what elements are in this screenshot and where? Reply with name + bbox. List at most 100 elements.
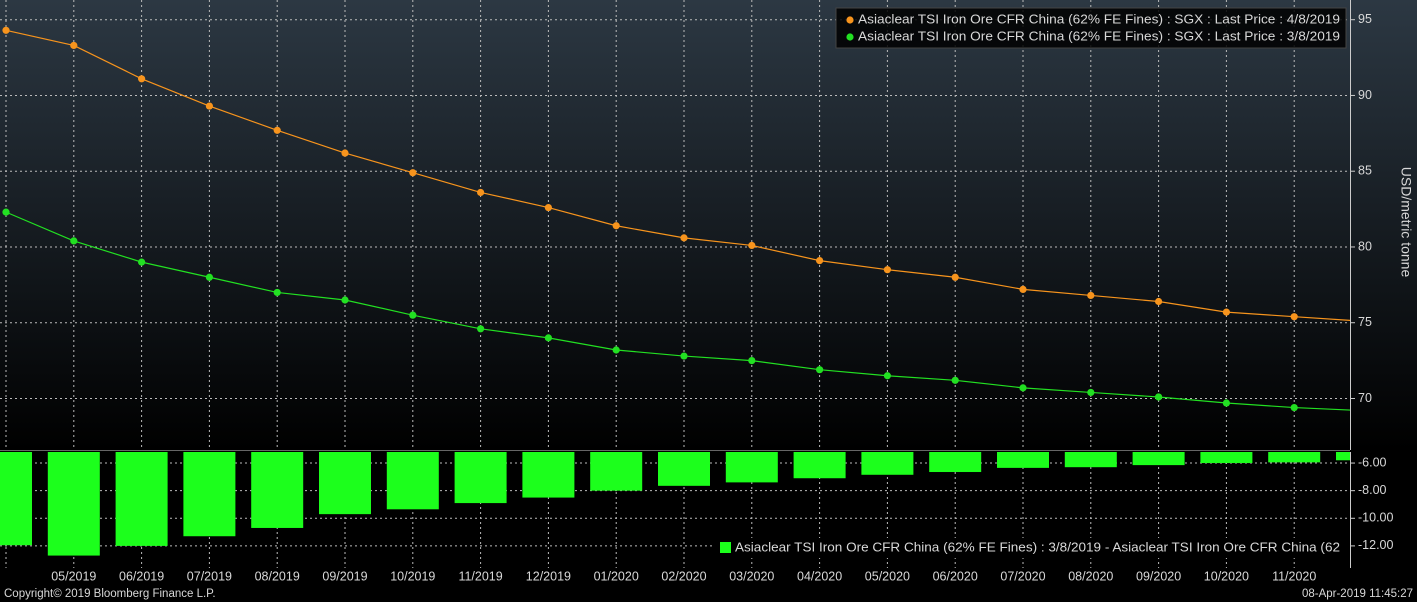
point: [544, 334, 553, 342]
y-tick-label: 75: [1358, 315, 1372, 329]
y-tick-label: -6.00: [1358, 455, 1387, 469]
y-tick-label: 70: [1358, 391, 1372, 405]
bar: [115, 452, 168, 546]
point: [205, 273, 213, 281]
point: [341, 296, 349, 304]
x-tick-label: 08/2020: [1068, 569, 1113, 583]
point: [680, 234, 688, 242]
axes: 70 75 80 85 90 95 -6.00 -8.00 -10.00 -12.00 05/201…: [51, 0, 1393, 583]
point: [1222, 399, 1230, 407]
y-tick-label: 95: [1358, 12, 1372, 26]
bar: [793, 452, 846, 479]
bar: [1132, 452, 1185, 466]
bar: [658, 452, 710, 486]
x-tick-label: 11/2019: [458, 569, 502, 583]
y-axis-label: USD/metric tonne: [1398, 167, 1414, 278]
point: [409, 169, 417, 177]
x-tick-label: 05/2019: [51, 569, 96, 583]
point: [205, 102, 213, 110]
y-tick-label: -10.00: [1358, 511, 1393, 525]
bar: [251, 452, 304, 528]
bar: [590, 452, 643, 491]
legend-label: Asiaclear TSI Iron Ore CFR China (62% FE…: [858, 29, 1340, 43]
y-tick-label: 85: [1358, 164, 1372, 178]
point: [816, 257, 824, 265]
legend-marker: [846, 16, 854, 24]
point: [1019, 384, 1027, 392]
x-tick-label: 10/2019: [390, 569, 435, 583]
bar: [522, 452, 575, 498]
point: [951, 273, 959, 281]
bar: [1200, 452, 1253, 464]
timestamp: 08-Apr-2019 11:45:27: [1302, 588, 1413, 600]
y-tick-label: -12.00: [1358, 538, 1393, 552]
point: [1087, 388, 1095, 397]
point: [612, 222, 620, 230]
point: [477, 188, 485, 197]
point: [70, 237, 78, 245]
x-tick-label: 08/2019: [255, 569, 300, 583]
point: [70, 41, 78, 50]
point: [1155, 297, 1163, 306]
point: [612, 346, 620, 354]
bar: [454, 452, 507, 504]
point: [1290, 403, 1298, 412]
bar: [1064, 452, 1117, 468]
point: [138, 258, 146, 266]
legend-label: Asiaclear TSI Iron Ore CFR China (62% FE…: [858, 12, 1340, 26]
bar: [929, 452, 982, 473]
legend: Asiaclear TSI Iron Ore CFR China (62% FE…: [835, 7, 1347, 49]
x-tick-label: 12/2019: [526, 569, 571, 583]
x-tick-label: 01/2020: [594, 569, 639, 583]
bar: [1268, 452, 1321, 463]
legend-box: [714, 538, 1350, 558]
legend-box: [835, 7, 1347, 49]
bottom-plot: [0, 452, 1350, 568]
point: [273, 288, 281, 297]
point: [1087, 291, 1095, 300]
bar: [861, 452, 914, 475]
x-tick-label: 03/2020: [729, 569, 774, 583]
x-tick-label: 07/2019: [187, 569, 232, 583]
point: [477, 325, 485, 333]
x-tick-label: 05/2020: [865, 569, 910, 583]
point: [273, 126, 281, 134]
bar: [725, 452, 778, 483]
x-tick-label: 04/2020: [797, 569, 842, 583]
point: [680, 352, 688, 360]
bar: [997, 452, 1049, 468]
bar: [183, 452, 236, 537]
y-tick-label: 80: [1358, 239, 1372, 253]
point: [409, 311, 417, 319]
point: [1019, 285, 1027, 293]
legend-marker: [846, 33, 854, 41]
point: [138, 75, 146, 83]
x-tick-label: 02/2020: [661, 569, 706, 583]
y-tick-label: 90: [1358, 88, 1372, 102]
y-tick-label: -8.00: [1358, 483, 1387, 497]
x-tick-label: 11/2020: [1272, 569, 1316, 583]
x-tick-label: 10/2020: [1204, 569, 1249, 583]
point: [341, 149, 349, 157]
point: [1222, 308, 1230, 316]
legend-label: Asiaclear TSI Iron Ore CFR China (62% FE…: [735, 540, 1340, 554]
point: [748, 241, 756, 250]
x-tick-label: 09/2020: [1136, 569, 1181, 583]
point: [951, 376, 959, 384]
bar: [47, 452, 100, 556]
legend-marker: [720, 542, 731, 553]
x-tick-label: 07/2020: [1000, 569, 1045, 583]
top-panel-bg: [0, 0, 1417, 450]
point: [544, 203, 553, 212]
point: [1290, 313, 1298, 321]
top-plot: [0, 0, 1350, 450]
x-tick-label: 09/2019: [322, 569, 367, 583]
point: [2, 26, 10, 34]
bar: [0, 452, 32, 546]
point: [748, 357, 756, 365]
bar: [1336, 452, 1350, 461]
x-tick-label: 06/2020: [933, 569, 978, 583]
point: [883, 372, 892, 380]
bar: [319, 452, 371, 515]
